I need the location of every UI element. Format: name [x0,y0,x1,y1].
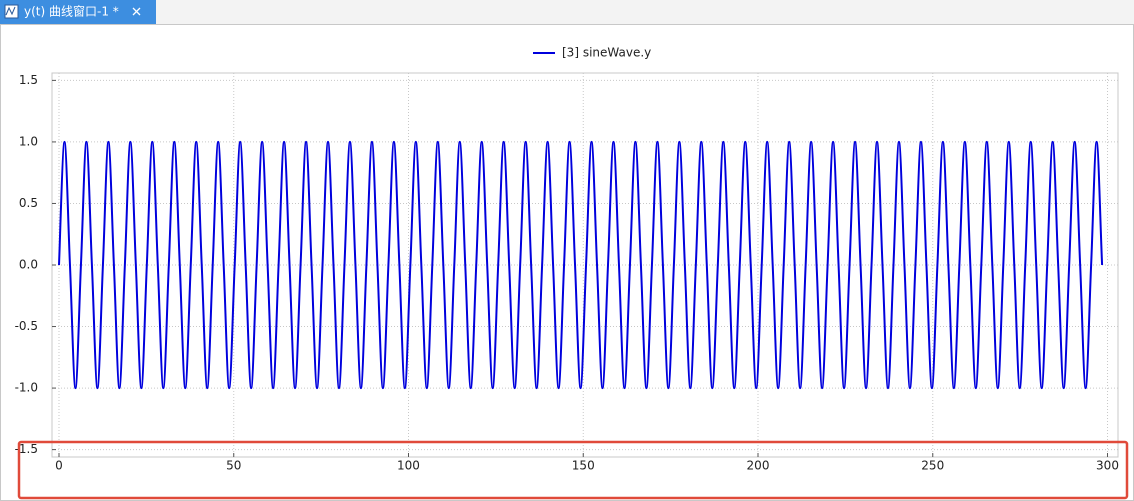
plot-frame [0,24,1134,501]
x-tick-label: 50 [226,459,241,473]
y-tick-label: 1.0 [19,134,38,148]
tab[interactable] [0,0,156,24]
tab-close[interactable] [132,7,141,16]
legend-label: [3] sineWave.y [562,46,651,60]
x-tick-label: 200 [747,459,770,473]
y-tick-label: -0.5 [15,319,38,333]
x-tick-label: 150 [572,459,595,473]
highlight-box [17,440,1129,500]
y-tick-label: -1.0 [15,381,38,395]
y-tick-label: 1.5 [19,73,38,87]
x-tick-label: 100 [397,459,420,473]
tab-icon-wave [5,6,16,16]
x-tick-label: 0 [55,459,63,473]
line-series [57,140,1104,390]
tab-bar [0,0,1134,24]
x-tick-label: 250 [921,459,944,473]
y-tick-label: 0.5 [19,196,38,210]
x-tick-label: 300 [1096,459,1119,473]
y-tick-label: 0.0 [19,258,38,272]
y-tick-label: -1.5 [15,442,38,456]
tab-icon [4,4,19,19]
tab-title: y(t) 曲线窗口-1 * [24,5,119,19]
